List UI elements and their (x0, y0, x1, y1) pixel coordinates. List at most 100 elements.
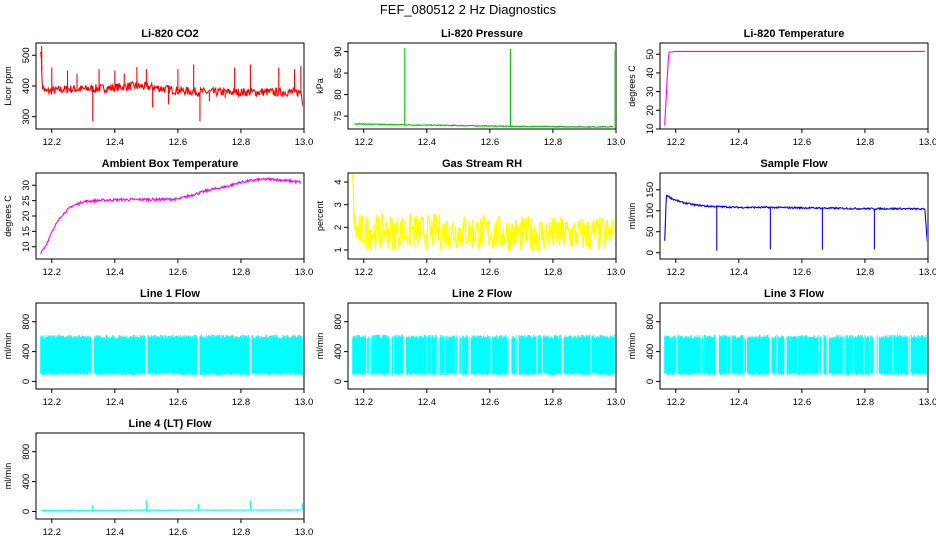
x-tick-label: 12.8 (856, 137, 875, 148)
x-tick-label: 12.2 (43, 137, 62, 148)
y-tick-label: 50 (645, 226, 656, 237)
flow-gap-1 (715, 305, 718, 387)
y-axis-label: kPa (315, 78, 325, 94)
panel-8: Line 2 Flow 12.2 12.4 12.6 12.8 13.0 0 400 800 ml… (315, 288, 625, 408)
series-group (352, 305, 615, 387)
x-tick-label: 12.4 (730, 137, 749, 148)
y-tick-label: 0 (21, 379, 32, 384)
x-tick-label: 12.4 (418, 397, 437, 408)
flow-subgap (366, 307, 368, 385)
x-tick-label: 12.6 (169, 527, 188, 538)
flow-subgap (426, 307, 428, 385)
y-tick-label: 300 (21, 109, 32, 125)
y-tick-label: 30 (21, 180, 32, 191)
series-group (352, 174, 614, 253)
y-axis-label: ml/min (315, 333, 325, 360)
y-tick-label: 30 (645, 86, 656, 97)
flow-subgap (852, 307, 854, 385)
plot-frame (347, 302, 617, 390)
y-tick-label: 4 (333, 179, 344, 184)
panel-7: Line 1 Flow 12.2 12.4 12.6 12.8 13.0 0 400 800 ml… (3, 288, 313, 408)
flow-band (664, 334, 927, 376)
flow-subgap (844, 307, 846, 385)
panel-4: Ambient Box Temperature 12.2 12.4 12.6 12.8 1… (3, 158, 313, 278)
y-tick-label: 10 (21, 241, 32, 252)
flow-gap-4 (249, 305, 252, 387)
flow-gap-4 (561, 305, 564, 387)
x-tick-label: 12.2 (667, 267, 686, 278)
flow-subgap (875, 307, 876, 385)
series-line (352, 174, 614, 253)
y-tick-label: 90 (333, 46, 344, 57)
plot-frame (659, 302, 929, 390)
flow-subgap (700, 307, 702, 385)
x-tick-label: 13.0 (919, 267, 936, 278)
series-group (664, 305, 927, 387)
flow-gap-4 (873, 305, 876, 387)
flow-subgap (517, 307, 519, 385)
flow-subgap (892, 307, 894, 385)
flow-subgap (536, 307, 538, 385)
y-tick-label: 0 (645, 379, 656, 384)
flow-subgap (393, 307, 395, 385)
flow-subgap (863, 307, 865, 385)
x-tick-label: 12.6 (169, 137, 188, 148)
y-tick-label: 400 (21, 344, 32, 360)
flow-subgap (909, 307, 911, 385)
y-tick-label: 0 (333, 379, 344, 384)
flow-gap-1 (403, 305, 406, 387)
flow-subgap (590, 307, 592, 385)
flow-subgap (745, 307, 747, 385)
plot-frame (35, 302, 305, 390)
flow-gap-3 (197, 305, 200, 387)
series-line (40, 177, 302, 255)
flow-gap-2 (145, 305, 148, 387)
flow-gap-1 (91, 305, 94, 387)
y-tick-label: 80 (333, 89, 344, 100)
y-tick-label: 500 (21, 47, 32, 63)
x-tick-label: 12.2 (355, 137, 374, 148)
y-tick-label: 40 (645, 68, 656, 79)
flow-subgap (842, 307, 844, 385)
y-tick-label: 400 (645, 344, 656, 360)
y-tick-label: 800 (21, 314, 32, 330)
x-tick-label: 12.2 (355, 267, 374, 278)
panel-3: Li-820 Temperature 12.2 12.4 12.6 12.8 13.0 10… (627, 28, 936, 148)
y-tick-label: 150 (645, 182, 656, 198)
y-tick-label: 800 (21, 444, 32, 460)
series-group (40, 46, 303, 122)
x-tick-label: 12.8 (544, 397, 563, 408)
figure-title: FEF_080512 2 Hz Diagnostics (380, 2, 557, 17)
flow-subgap (776, 307, 778, 385)
x-tick-label: 12.8 (544, 137, 563, 148)
x-tick-label: 13.0 (295, 527, 314, 538)
x-tick-label: 12.8 (232, 267, 251, 278)
x-tick-label: 12.6 (481, 267, 500, 278)
chart-title: Gas Stream RH (442, 158, 522, 170)
y-axis-label: degrees C (3, 195, 13, 237)
x-tick-label: 12.8 (232, 397, 251, 408)
flow-subgap (785, 307, 787, 385)
flow-subgap (869, 307, 871, 385)
flow-subgap (676, 307, 678, 385)
chart-title: Line 1 Flow (140, 288, 200, 300)
x-tick-label: 12.2 (43, 267, 62, 278)
x-tick-label: 12.8 (232, 527, 251, 538)
chart-title: Line 3 Flow (764, 288, 824, 300)
x-tick-label: 12.2 (667, 137, 686, 148)
x-tick-label: 12.2 (667, 397, 686, 408)
y-tick-label: 400 (21, 474, 32, 490)
x-tick-label: 13.0 (295, 267, 314, 278)
flow-subgap (461, 307, 463, 385)
x-tick-label: 12.2 (43, 397, 62, 408)
plot-frame (35, 42, 305, 130)
plot-frame (659, 172, 929, 260)
panel-9: Line 3 Flow 12.2 12.4 12.6 12.8 13.0 0 400 800 ml… (627, 288, 936, 408)
flow-subgap (826, 307, 828, 385)
x-tick-label: 12.6 (793, 137, 812, 148)
x-tick-label: 12.6 (793, 397, 812, 408)
flow-subgap (438, 307, 440, 385)
series-group (40, 177, 302, 255)
y-tick-label: 50 (645, 49, 656, 60)
y-axis-label: ml/min (3, 333, 13, 360)
